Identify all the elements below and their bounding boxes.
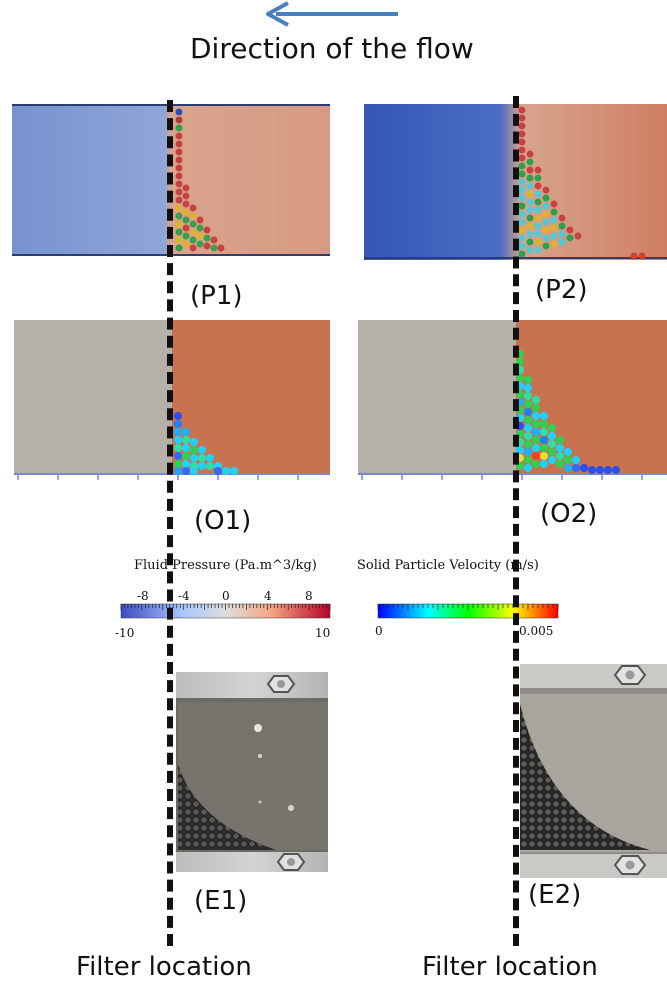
flow-direction-arrow [258,0,403,28]
pressure-min-label: -10 [115,626,134,640]
pressure-tick-label: -8 [137,589,149,603]
velocity-colorbar-title: Solid Particle Velocity (m/s) [357,558,539,573]
pressure-tick-label: -4 [178,589,190,603]
label-o2: (O2) [540,499,597,529]
label-p2: (P2) [535,275,588,305]
filter-line-left [167,100,179,946]
filter-location-left: Filter location [76,952,252,982]
velocity-colorbar [376,598,560,624]
pressure-tick-label: 4 [264,589,272,603]
pressure-max-label: 10 [315,626,330,640]
direction-label: Direction of the flow [190,32,474,65]
label-p1: (P1) [190,281,243,311]
filter-location-right: Filter location [422,952,598,982]
label-o1: (O1) [194,506,251,536]
filter-line-right [513,96,525,946]
label-e2: (E2) [528,880,581,910]
photo-e2 [520,664,667,878]
photo-e1 [176,672,328,872]
pressure-colorbar-title: Fluid Pressure (Pa.m^3/kg) [134,558,317,573]
pressure-tick-label: 8 [305,589,313,603]
velocity-min-label: 0 [375,624,383,638]
pressure-tick-label: 0 [222,589,230,603]
label-e1: (E1) [194,886,247,916]
